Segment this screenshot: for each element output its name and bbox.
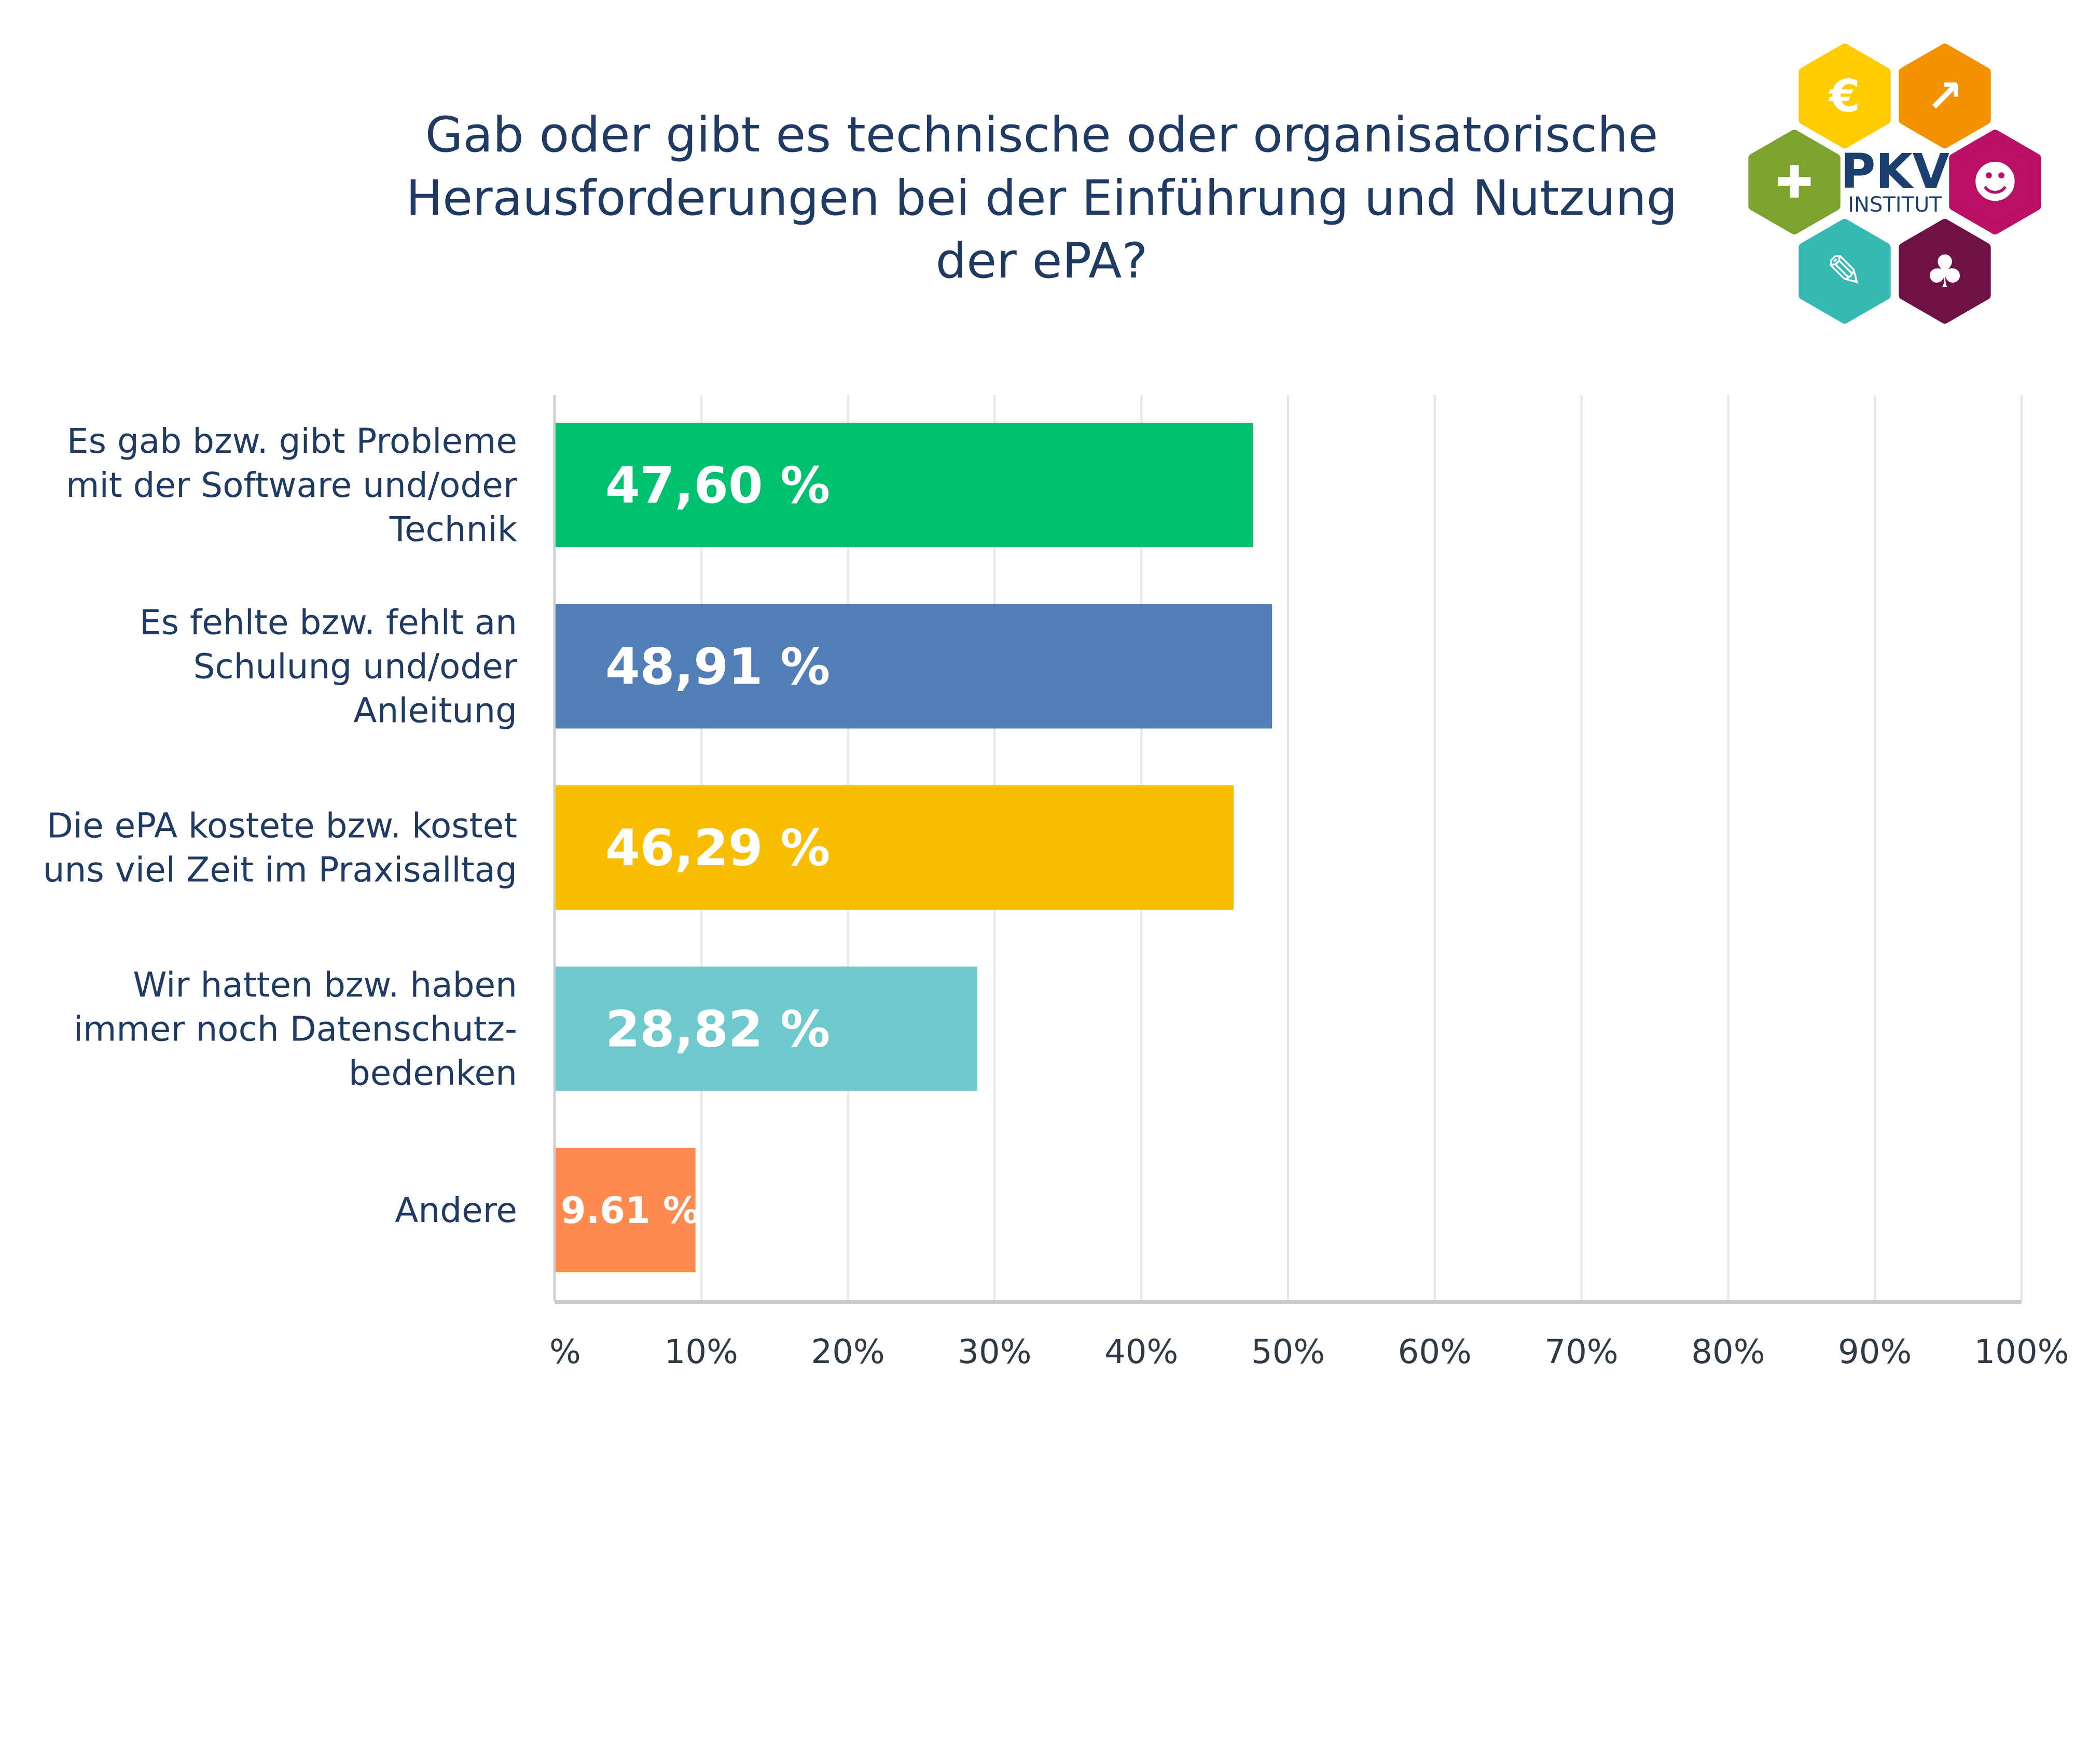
x-tick-label: 0% bbox=[528, 1333, 581, 1371]
x-tick-label: 60% bbox=[1398, 1333, 1472, 1371]
data-label: 48,91 % bbox=[605, 638, 830, 696]
logo-hexagon: ♣ bbox=[1899, 219, 1991, 324]
logo-hexagon: ✎ bbox=[1799, 219, 1891, 324]
logo-hexagon: € bbox=[1799, 44, 1891, 148]
x-tick-label: 30% bbox=[958, 1333, 1031, 1371]
x-tick-label: 90% bbox=[1838, 1333, 1912, 1371]
x-tick-label: 100% bbox=[1974, 1333, 2069, 1371]
bar bbox=[556, 423, 1253, 547]
category-label: Wir hatten bzw. haben bbox=[133, 965, 517, 1005]
title-line: der ePA? bbox=[936, 233, 1148, 289]
x-tick-label: 70% bbox=[1544, 1333, 1618, 1371]
category-label: Schulung und/oder bbox=[193, 647, 517, 687]
x-tick-label: 10% bbox=[665, 1333, 738, 1371]
logo-subtitle: INSTITUT bbox=[1848, 193, 1942, 217]
people-talking-icon: ☻ bbox=[1972, 157, 2018, 209]
category-label: uns viel Zeit im Praxisalltag bbox=[43, 850, 517, 890]
bar bbox=[556, 785, 1234, 910]
bars: 47,60 % 48,91 % 46,29 % 28,82 % 9.61 % bbox=[556, 423, 1272, 1272]
bar bbox=[556, 1148, 696, 1272]
growth-chart-icon: ↗ bbox=[1926, 71, 1963, 122]
data-label: 46,29 % bbox=[605, 819, 830, 877]
x-axis-ticks: 0% 10% 20% 30% 40% 50% 60% 70% 80% 90% 100% bbox=[528, 1333, 2069, 1371]
logo-text: PKV bbox=[1841, 144, 1949, 199]
category-label: bedenken bbox=[349, 1053, 517, 1093]
euro-icon: € bbox=[1828, 71, 1860, 122]
chart-title: Gab oder gibt es technische oder organis… bbox=[406, 107, 1678, 289]
x-tick-label: 20% bbox=[811, 1333, 884, 1371]
data-label: 28,82 % bbox=[605, 1001, 830, 1059]
x-tick-label: 40% bbox=[1104, 1333, 1178, 1371]
category-label: Es fehlte bzw. fehlt an bbox=[140, 603, 517, 643]
logo-hexagon: ↗ bbox=[1899, 44, 1991, 148]
category-label: Es gab bzw. gibt Probleme bbox=[67, 421, 517, 461]
category-label: Anleitung bbox=[353, 691, 517, 731]
data-label: 47,60 % bbox=[605, 456, 830, 515]
category-label: Technik bbox=[389, 509, 518, 549]
x-tick-label: 80% bbox=[1691, 1333, 1765, 1371]
puzzle-icon: ✚ bbox=[1776, 157, 1813, 209]
category-label: immer noch Datenschutz- bbox=[74, 1009, 517, 1049]
tree-icon: ♣ bbox=[1925, 246, 1965, 298]
logo-hexagon: ✚ bbox=[1748, 130, 1841, 234]
x-tick-label: 50% bbox=[1251, 1333, 1325, 1371]
category-label: mit der Software und/oder bbox=[66, 465, 518, 505]
title-line: Gab oder gibt es technische oder organis… bbox=[425, 107, 1658, 163]
syringe-icon: ✎ bbox=[1826, 246, 1863, 298]
logo-hexagon: ☻ bbox=[1949, 130, 2041, 234]
data-label: 9.61 % bbox=[561, 1189, 699, 1232]
title-line: Herausforderungen bei der Einführung und… bbox=[406, 170, 1678, 227]
bar bbox=[556, 604, 1272, 729]
category-label: Die ePA kostete bzw. kostet bbox=[47, 806, 517, 846]
bar bbox=[556, 966, 978, 1091]
category-label: Andere bbox=[395, 1190, 517, 1230]
